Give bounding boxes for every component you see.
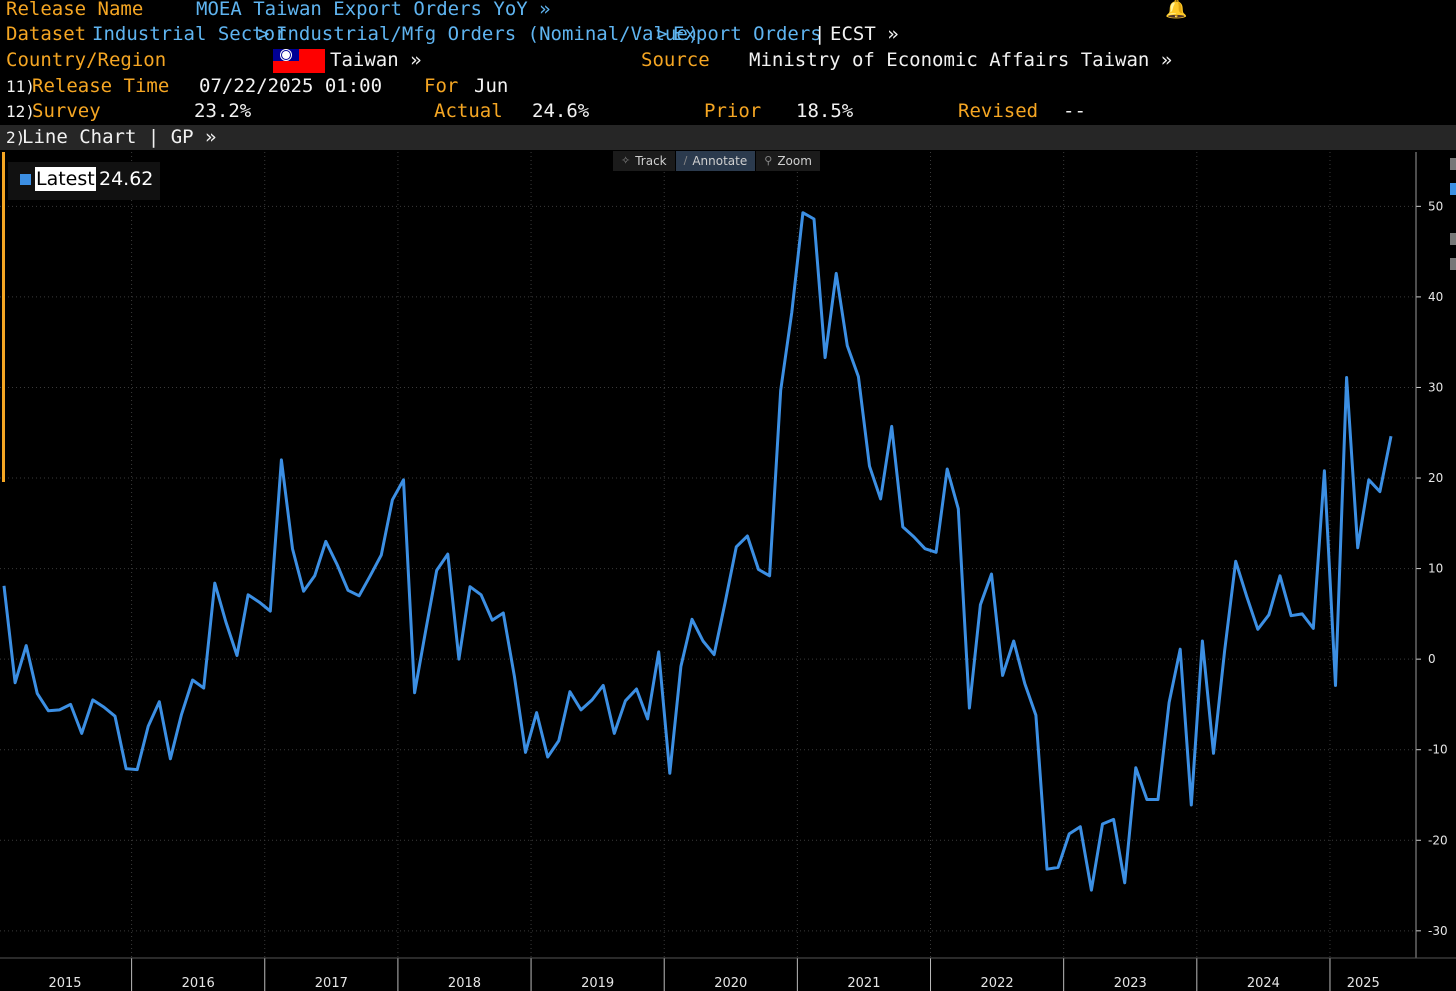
legend-label: Latest bbox=[35, 167, 96, 191]
annotate-button[interactable]: ∕ Annotate bbox=[675, 151, 756, 171]
side-handle[interactable] bbox=[1450, 233, 1456, 245]
crosshair-icon: ✧ bbox=[621, 154, 631, 167]
dataset-ticker[interactable]: ECST » bbox=[830, 23, 899, 45]
legend-swatch bbox=[20, 174, 31, 185]
x-tick-label: 2017 bbox=[315, 976, 348, 991]
y-tick-label: 0 bbox=[1428, 652, 1436, 666]
release-name-link[interactable]: MOEA Taiwan Export Orders YoY » bbox=[196, 0, 551, 20]
survey-value: 23.2% bbox=[194, 100, 252, 122]
release-name-row: Release Name MOEA Taiwan Export Orders Y… bbox=[0, 0, 1456, 22]
chevron-right-icon: > bbox=[656, 23, 668, 45]
track-label: Track bbox=[635, 154, 667, 168]
x-tick-label: 2015 bbox=[48, 976, 81, 991]
release-time-number[interactable]: 11) bbox=[6, 77, 35, 96]
prior-value: 18.5% bbox=[796, 100, 854, 122]
track-button[interactable]: ✧ Track bbox=[613, 151, 675, 171]
selection-marker bbox=[2, 152, 5, 482]
x-tick-label: 2022 bbox=[981, 976, 1014, 991]
side-handle[interactable] bbox=[1450, 258, 1456, 270]
for-label: For bbox=[424, 75, 459, 97]
source-label: Source bbox=[641, 49, 710, 71]
dataset-label: Dataset bbox=[6, 23, 87, 45]
side-handle[interactable] bbox=[1450, 158, 1456, 170]
x-tick-label: 2020 bbox=[714, 976, 747, 991]
release-time-label[interactable]: Release Time bbox=[32, 75, 170, 97]
chevron-right-icon: > bbox=[258, 23, 270, 45]
side-handle[interactable] bbox=[1450, 183, 1456, 195]
survey-number[interactable]: 12) bbox=[6, 102, 35, 121]
actual-value: 24.6% bbox=[532, 100, 590, 122]
dataset-crumb-sector[interactable]: Industrial Sector bbox=[92, 23, 287, 45]
x-tick-label: 2024 bbox=[1247, 976, 1280, 991]
y-tick-label: -10 bbox=[1428, 743, 1448, 757]
separator: | bbox=[814, 23, 826, 45]
dataset-row: Dataset Industrial Sector > Industrial/M… bbox=[0, 22, 1456, 47]
revised-label: Revised bbox=[958, 100, 1039, 122]
bell-icon[interactable]: 🔔 bbox=[1165, 0, 1188, 20]
pencil-icon: ∕ bbox=[683, 154, 688, 167]
revised-value: -- bbox=[1063, 100, 1086, 122]
y-tick-label: 50 bbox=[1428, 199, 1443, 213]
for-value: Jun bbox=[474, 75, 509, 97]
chart-type-label[interactable]: Line Chart | GP » bbox=[22, 126, 217, 148]
dataset-crumb-orders[interactable]: Industrial/Mfg Orders (Nominal/Value) bbox=[276, 23, 700, 45]
country-label: Country/Region bbox=[6, 49, 167, 71]
annotate-label: Annotate bbox=[692, 154, 748, 168]
y-tick-label: -20 bbox=[1428, 833, 1448, 847]
source-value[interactable]: Ministry of Economic Affairs Taiwan » bbox=[749, 49, 1173, 71]
x-tick-label: 2016 bbox=[182, 976, 215, 991]
x-tick-label: 2023 bbox=[1114, 976, 1147, 991]
dataset-crumb-export[interactable]: Export Orders bbox=[673, 23, 822, 45]
release-name-label: Release Name bbox=[6, 0, 144, 20]
country-row: Country/Region Taiwan » Source Ministry … bbox=[0, 48, 1456, 73]
prior-label: Prior bbox=[704, 100, 762, 122]
magnifier-icon: ⚲ bbox=[764, 154, 773, 167]
y-tick-label: 40 bbox=[1428, 290, 1443, 304]
legend-value: 24.62 bbox=[99, 168, 154, 190]
y-tick-label: -30 bbox=[1428, 924, 1448, 938]
release-time-value: 07/22/2025 01:00 bbox=[199, 75, 383, 97]
x-tick-label: 2025 bbox=[1347, 976, 1380, 991]
chart-title-bar: 2) Line Chart | GP » bbox=[0, 125, 1456, 150]
x-tick-label: 2019 bbox=[581, 976, 614, 991]
zoom-button[interactable]: ⚲ Zoom bbox=[756, 151, 820, 171]
survey-row: 12) Survey 23.2% Actual 24.6% Prior 18.5… bbox=[0, 99, 1456, 124]
chart-toolbar: ✧ Track ∕ Annotate ⚲ Zoom bbox=[613, 151, 821, 171]
x-tick-label: 2021 bbox=[847, 976, 880, 991]
country-value[interactable]: Taiwan » bbox=[330, 49, 422, 71]
x-tick-label: 2018 bbox=[448, 976, 481, 991]
y-tick-label: 20 bbox=[1428, 471, 1443, 485]
survey-label[interactable]: Survey bbox=[32, 100, 101, 122]
chart-legend[interactable]: Latest 24.62 bbox=[8, 162, 160, 200]
taiwan-flag-icon bbox=[273, 49, 325, 73]
zoom-label: Zoom bbox=[777, 154, 812, 168]
actual-label: Actual bbox=[434, 100, 503, 122]
y-tick-label: 30 bbox=[1428, 380, 1443, 394]
y-tick-label: 10 bbox=[1428, 562, 1443, 576]
release-time-row: 11) Release Time 07/22/2025 01:00 For Ju… bbox=[0, 74, 1456, 99]
series-line-latest bbox=[2, 211, 1393, 892]
chart-menu-number[interactable]: 2) bbox=[6, 128, 26, 147]
